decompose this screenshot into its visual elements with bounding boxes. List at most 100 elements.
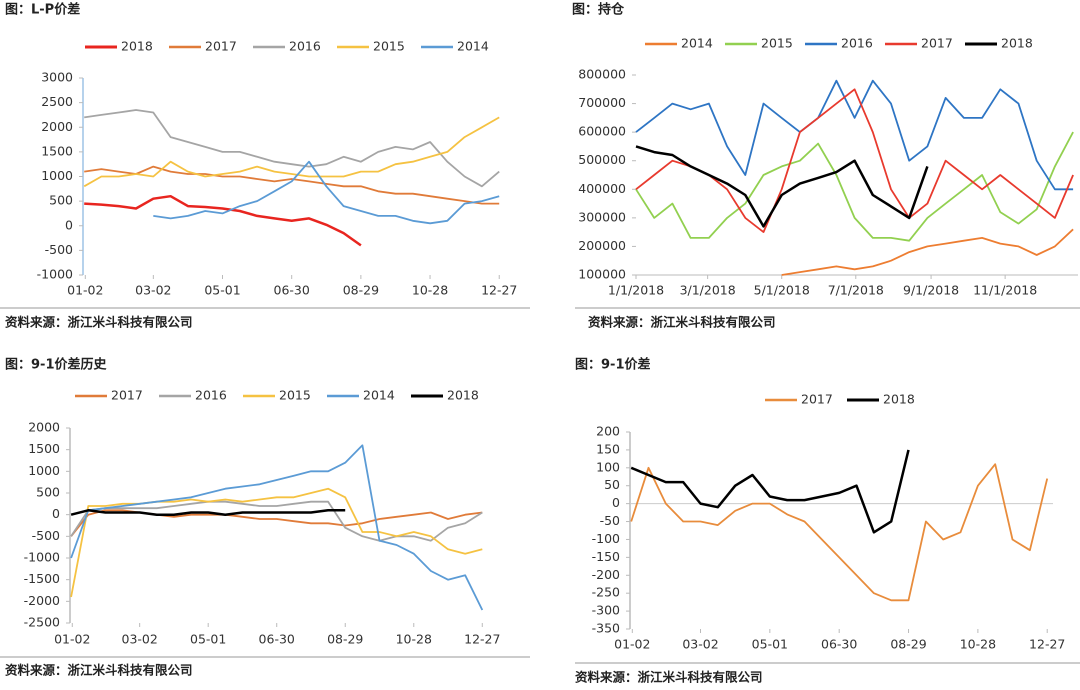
x-tick-label: 03-02 <box>682 637 718 652</box>
x-tick-label: 05-01 <box>204 283 240 298</box>
y-tick-label: 1500 <box>41 143 73 158</box>
x-tick-label: 08-29 <box>890 637 926 652</box>
y-tick-label: 2000 <box>41 119 73 134</box>
y-tick-label: -2500 <box>24 615 60 630</box>
y-tick-label: -1000 <box>24 550 60 565</box>
series-line <box>153 160 500 225</box>
series-line <box>83 116 500 188</box>
y-tick-label: -500 <box>32 528 60 543</box>
y-tick-label: 300000 <box>578 209 626 224</box>
series-line <box>84 109 500 188</box>
y-tick-label: 400000 <box>578 181 626 196</box>
x-tick-label: 9/1/2018 <box>903 283 959 298</box>
y-tick-label: -1500 <box>24 571 60 586</box>
legend-label: 2018 <box>883 392 915 407</box>
legend-label: 2016 <box>289 39 321 54</box>
series-line <box>630 449 910 534</box>
y-tick-label: -50 <box>600 513 620 528</box>
legend-label: 2014 <box>681 36 713 51</box>
y-tick-label: -300 <box>592 603 620 618</box>
x-tick-label: 11/1/2018 <box>973 283 1037 298</box>
x-tick-label: 03-02 <box>135 283 171 298</box>
y-tick-label: 800000 <box>578 67 626 82</box>
x-tick-label: 06-30 <box>821 637 857 652</box>
x-tick-label: 5/1/2018 <box>754 283 810 298</box>
x-tick-label: 12-27 <box>464 632 500 647</box>
legend-label: 2017 <box>921 36 953 51</box>
y-tick-label: 500 <box>36 485 60 500</box>
series-line <box>70 509 483 537</box>
legend-label: 2015 <box>279 388 311 403</box>
legend-label: 2014 <box>457 39 489 54</box>
series-line <box>781 228 1074 276</box>
x-tick-label: 08-29 <box>343 283 379 298</box>
y-tick-label: 1000 <box>28 463 60 478</box>
y-tick-label: -100 <box>592 531 620 546</box>
legend-label: 2016 <box>841 36 873 51</box>
series-line <box>635 79 1074 191</box>
legend-label: 2015 <box>373 39 405 54</box>
source-note: 资料来源：浙江米斗科技有限公司 <box>588 315 776 330</box>
chart-title: 图：持仓 <box>572 2 625 18</box>
legend-label: 2017 <box>111 388 143 403</box>
x-tick-label: 08-29 <box>327 632 363 647</box>
chart-title: 图：L-P价差 <box>5 2 80 18</box>
series-line <box>635 131 1074 242</box>
series-line <box>630 463 1049 602</box>
x-tick-label: 01-02 <box>614 637 650 652</box>
x-tick-label: 06-30 <box>274 283 310 298</box>
y-tick-label: 200000 <box>578 238 626 253</box>
y-tick-label: -200 <box>592 567 620 582</box>
x-tick-label: 01-02 <box>54 632 90 647</box>
y-tick-label: -2000 <box>24 593 60 608</box>
legend-label: 2017 <box>205 39 237 54</box>
y-tick-label: 600000 <box>578 124 626 139</box>
y-tick-label: -1000 <box>37 267 73 282</box>
legend-label: 2016 <box>195 388 227 403</box>
source-note: 资料来源：浙江米斗科技有限公司 <box>5 315 193 330</box>
series-line <box>84 194 362 247</box>
series-line <box>70 444 484 611</box>
y-tick-label: 50 <box>604 477 620 492</box>
y-tick-label: 200 <box>596 424 620 439</box>
x-tick-label: 1/1/2018 <box>608 283 664 298</box>
y-tick-label: 500 <box>49 193 73 208</box>
x-tick-label: 03-02 <box>122 632 158 647</box>
y-tick-label: -250 <box>592 585 620 600</box>
y-tick-label: 2000 <box>28 420 60 435</box>
series-line <box>84 165 500 205</box>
x-tick-label: 05-01 <box>190 632 226 647</box>
y-tick-label: 150 <box>596 441 620 456</box>
y-tick-label: 3000 <box>41 70 73 85</box>
legend-label: 2015 <box>761 36 793 51</box>
legend-label: 2014 <box>363 388 395 403</box>
x-tick-label: 06-30 <box>259 632 295 647</box>
x-tick-label: 7/1/2018 <box>828 283 884 298</box>
legend-label: 2018 <box>447 388 479 403</box>
series-line <box>70 500 483 542</box>
chart-title: 图：9-1价差 <box>575 357 651 373</box>
y-tick-label: 100000 <box>578 267 626 282</box>
y-tick-label: 1000 <box>41 168 73 183</box>
y-tick-label: 0 <box>52 506 60 521</box>
x-tick-label: 05-01 <box>752 637 788 652</box>
series-line <box>635 145 929 228</box>
y-tick-label: 100 <box>596 459 620 474</box>
chart-title: 图：9-1价差历史 <box>5 357 107 373</box>
x-tick-label: 10-28 <box>960 637 996 652</box>
source-note: 资料来源：浙江米斗科技有限公司 <box>575 670 763 685</box>
x-tick-label: 12-27 <box>1029 637 1065 652</box>
legend-label: 2018 <box>1001 36 1033 51</box>
y-tick-label: 2500 <box>41 94 73 109</box>
y-tick-label: 0 <box>612 495 620 510</box>
legend-label: 2018 <box>121 39 153 54</box>
x-tick-label: 12-27 <box>481 283 517 298</box>
y-tick-label: 0 <box>65 217 73 232</box>
y-tick-label: -350 <box>592 621 620 636</box>
legend-label: 2017 <box>801 392 833 407</box>
source-note: 资料来源：浙江米斗科技有限公司 <box>5 663 193 678</box>
series-line <box>70 509 346 516</box>
x-tick-label: 10-28 <box>396 632 432 647</box>
y-tick-label: 500000 <box>578 152 626 167</box>
